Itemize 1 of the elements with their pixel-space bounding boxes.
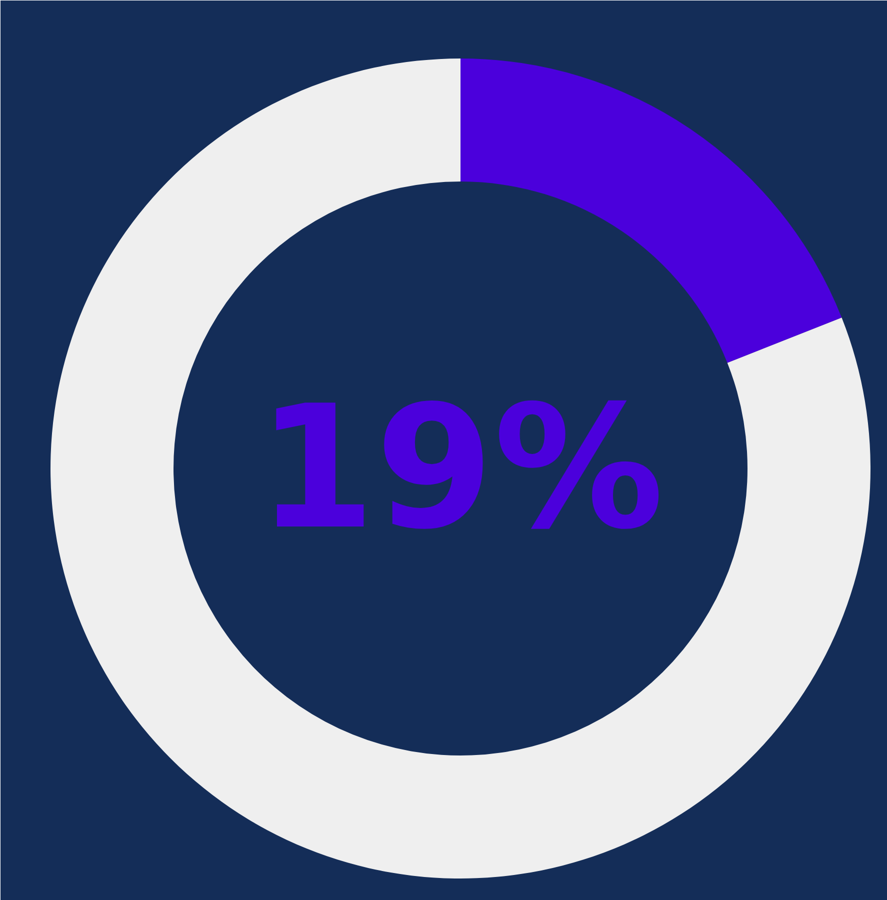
text: 19% (257, 370, 664, 568)
